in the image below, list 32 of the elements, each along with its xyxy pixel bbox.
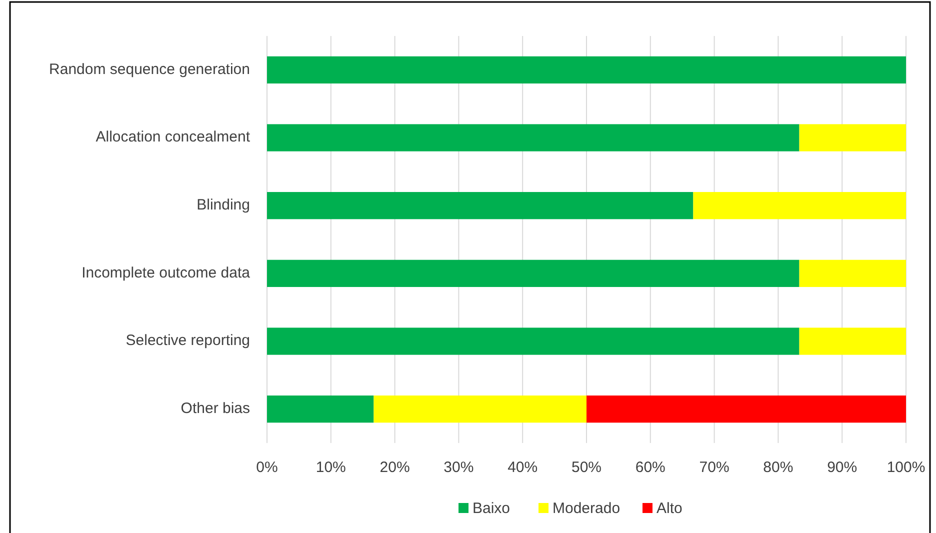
x-tick-label: 90% bbox=[827, 458, 858, 476]
x-tick-label: 10% bbox=[316, 458, 346, 476]
bar bbox=[799, 328, 906, 355]
legend-label: Baixo bbox=[472, 500, 510, 517]
y-tick-label: Incomplete outcome data bbox=[82, 264, 251, 282]
x-tick-label: 40% bbox=[508, 458, 538, 476]
bar bbox=[267, 328, 800, 355]
x-tick-label: 70% bbox=[699, 458, 730, 476]
y-tick-label: Other bias bbox=[180, 400, 250, 418]
bar bbox=[374, 396, 586, 423]
x-tick-label: 20% bbox=[380, 458, 410, 476]
x-tick-label: 50% bbox=[571, 458, 602, 476]
y-tick-label: Allocation concealment bbox=[96, 128, 251, 146]
bar bbox=[267, 192, 694, 220]
y-tick-label: Selective reporting bbox=[126, 332, 250, 350]
bar bbox=[267, 124, 800, 152]
x-tick-label: 30% bbox=[444, 458, 474, 476]
x-tick-label: 80% bbox=[763, 458, 794, 476]
bar bbox=[267, 260, 800, 287]
legend-label: Moderado bbox=[552, 500, 620, 517]
bar bbox=[799, 124, 906, 152]
legend-label: Alto bbox=[656, 500, 682, 517]
bar bbox=[586, 396, 906, 423]
bar bbox=[693, 192, 906, 220]
y-tick-label: Random sequence generation bbox=[49, 60, 250, 78]
x-tick-label: 0% bbox=[256, 458, 278, 476]
bar bbox=[267, 56, 906, 84]
bar bbox=[267, 396, 374, 423]
x-tick-label: 60% bbox=[635, 458, 666, 476]
y-tick-label: Blinding bbox=[196, 196, 250, 214]
x-tick-label: 100% bbox=[886, 458, 926, 476]
bar bbox=[799, 260, 906, 287]
